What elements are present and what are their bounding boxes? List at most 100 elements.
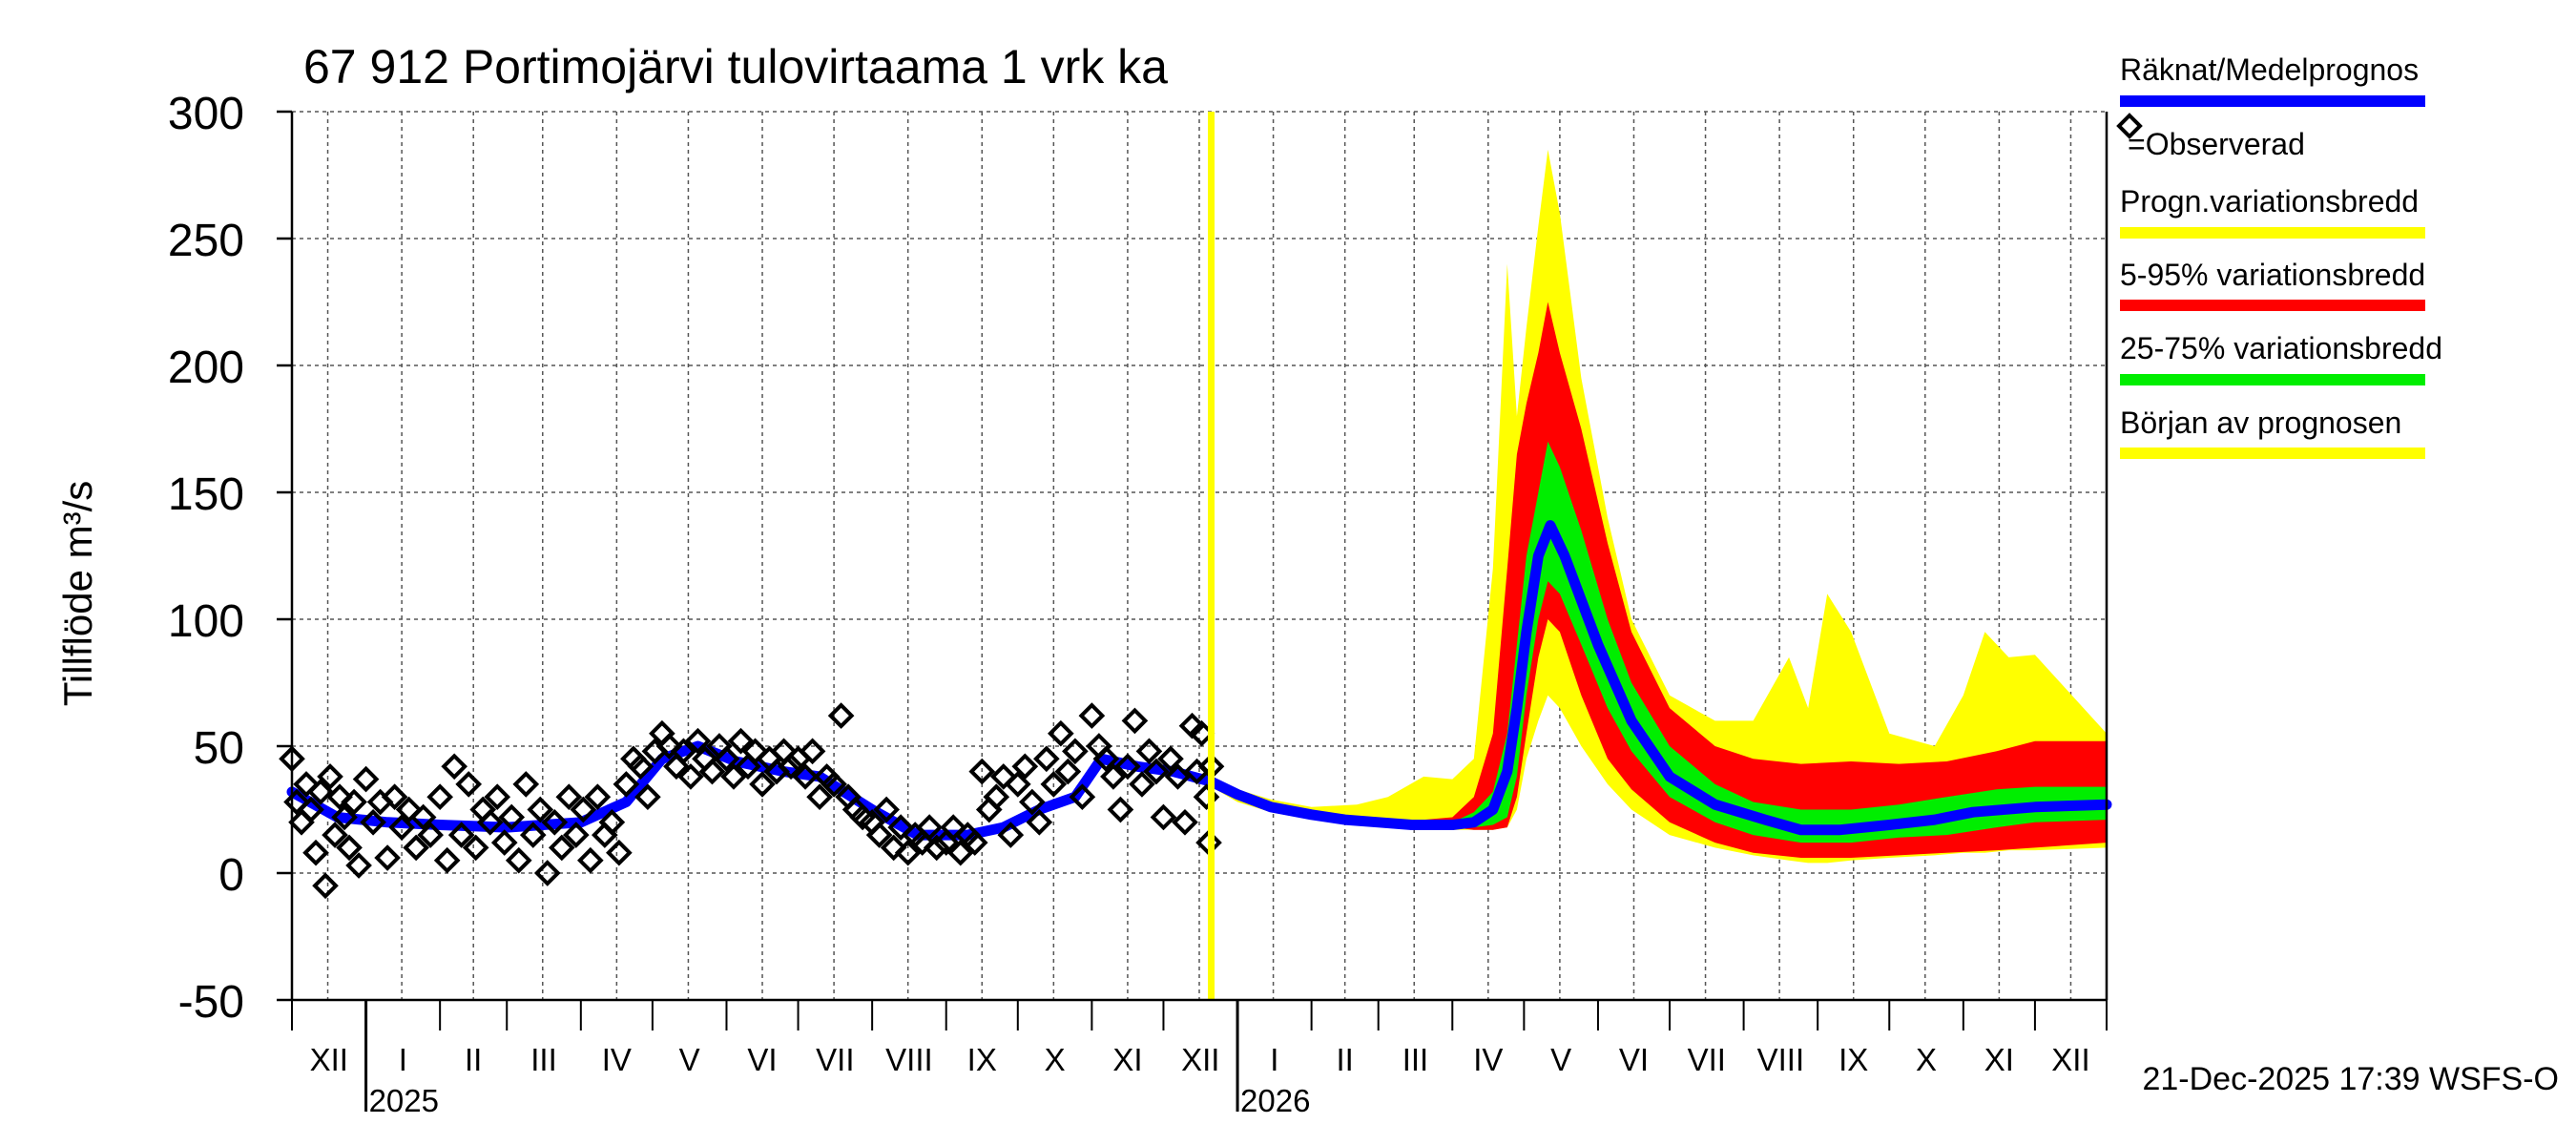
month-tick-label: X — [1916, 1042, 1937, 1077]
month-tick-label: I — [1270, 1042, 1278, 1077]
legend-label: 5-95% variationsbredd — [2120, 258, 2425, 292]
legend-label: Början av prognosen — [2120, 406, 2401, 440]
observed-point — [946, 839, 974, 866]
observed-point — [873, 796, 900, 823]
legend-label: =Observerad — [2128, 127, 2305, 161]
observed-point — [821, 771, 847, 798]
observed-point — [484, 783, 511, 811]
year-label: 2026 — [1240, 1083, 1310, 1118]
month-tick-label: X — [1045, 1042, 1066, 1077]
month-tick-label: XII — [310, 1042, 348, 1077]
legend-label: Räknat/Medelprognos — [2120, 52, 2419, 87]
observed-point — [1157, 745, 1184, 773]
observed-point — [533, 860, 561, 886]
month-tick-label: IX — [967, 1042, 997, 1077]
observed-point — [827, 702, 855, 729]
observed-point — [584, 783, 612, 811]
observed-point — [570, 796, 597, 823]
observed-point — [341, 788, 367, 816]
observed-point — [409, 803, 437, 831]
observed-point — [455, 771, 483, 798]
observed-point — [462, 834, 489, 862]
observed-point — [1011, 753, 1039, 781]
observed-point — [865, 822, 893, 848]
observed-point — [741, 738, 769, 765]
y-tick-label: 100 — [168, 596, 244, 647]
observed-point — [331, 803, 358, 831]
observed-point — [1100, 763, 1127, 790]
month-tick-label: III — [530, 1042, 557, 1077]
observed-point — [298, 796, 324, 823]
observed-point — [1107, 796, 1134, 823]
footer-timestamp: 21-Dec-2025 17:39 WSFS-O — [2142, 1061, 2559, 1097]
observed-point — [1172, 808, 1198, 836]
observed-point — [441, 753, 468, 781]
month-tick-label: II — [1336, 1042, 1353, 1077]
observed-point — [670, 738, 697, 765]
observed-point — [961, 829, 988, 856]
y-tick-label: 300 — [168, 89, 244, 139]
observed-point — [634, 783, 661, 811]
observed-point — [916, 814, 944, 841]
observed-point — [505, 846, 532, 874]
observed-point — [940, 814, 967, 841]
observed-point — [555, 783, 583, 811]
series-line-computed — [286, 520, 2112, 841]
month-tick-label: VIII — [1757, 1042, 1805, 1077]
observed-point — [613, 771, 640, 798]
y-axis-label: Tillflöde m³/s — [55, 481, 100, 706]
observed-point — [519, 822, 547, 848]
month-tick-label: XII — [2051, 1042, 2089, 1077]
month-tick-label: IV — [1473, 1042, 1503, 1077]
observed-point — [1164, 763, 1192, 790]
observed-point — [417, 822, 444, 848]
observed-point — [360, 808, 386, 836]
observed-point — [1062, 738, 1089, 765]
legend-observed-marker — [2116, 113, 2143, 139]
month-tick-label: XI — [1112, 1042, 1142, 1077]
observed-point — [498, 803, 526, 831]
observed-point — [727, 727, 755, 755]
month-tick-label: II — [465, 1042, 482, 1077]
observed-point — [627, 753, 654, 781]
observed-point — [749, 771, 776, 798]
observed-point — [799, 738, 826, 765]
observed-point — [968, 758, 996, 785]
month-tick-label: III — [1402, 1042, 1429, 1077]
observed-point — [433, 846, 461, 874]
observed-point — [778, 753, 804, 781]
observed-point — [1069, 783, 1096, 811]
observed-point — [374, 844, 401, 871]
observed-point — [713, 745, 740, 773]
month-tick-label: VIII — [885, 1042, 933, 1077]
y-tick-label: 0 — [218, 850, 244, 901]
observed-point — [1092, 745, 1120, 773]
observed-point — [395, 796, 423, 823]
month-tick-label: VII — [816, 1042, 854, 1077]
y-tick-label: 200 — [168, 343, 244, 393]
y-tick-label: 50 — [194, 723, 244, 774]
observed-point — [1143, 758, 1170, 785]
observed-point — [1040, 771, 1068, 798]
observed-point — [887, 814, 914, 841]
observed-point — [1018, 788, 1046, 816]
month-tick-label: VI — [1619, 1042, 1649, 1077]
observed-point — [307, 779, 334, 805]
observed-point — [1114, 753, 1141, 781]
month-tick-label: V — [1550, 1042, 1571, 1077]
legend: Räknat/Medelprognos =Observerad Progn.vari… — [2116, 52, 2442, 459]
observed-point — [720, 763, 747, 790]
observed-point — [989, 763, 1017, 790]
observed-point — [352, 765, 380, 793]
observed-point — [1054, 758, 1082, 785]
observed-point — [293, 771, 320, 798]
month-tick-label: V — [679, 1042, 700, 1077]
observed-point — [426, 783, 453, 811]
month-tick-label: VII — [1688, 1042, 1726, 1077]
observed-point — [684, 727, 712, 755]
observed-point — [1121, 707, 1149, 735]
observed-point — [880, 834, 907, 862]
observed-point — [283, 788, 310, 816]
observed-point — [894, 839, 922, 866]
